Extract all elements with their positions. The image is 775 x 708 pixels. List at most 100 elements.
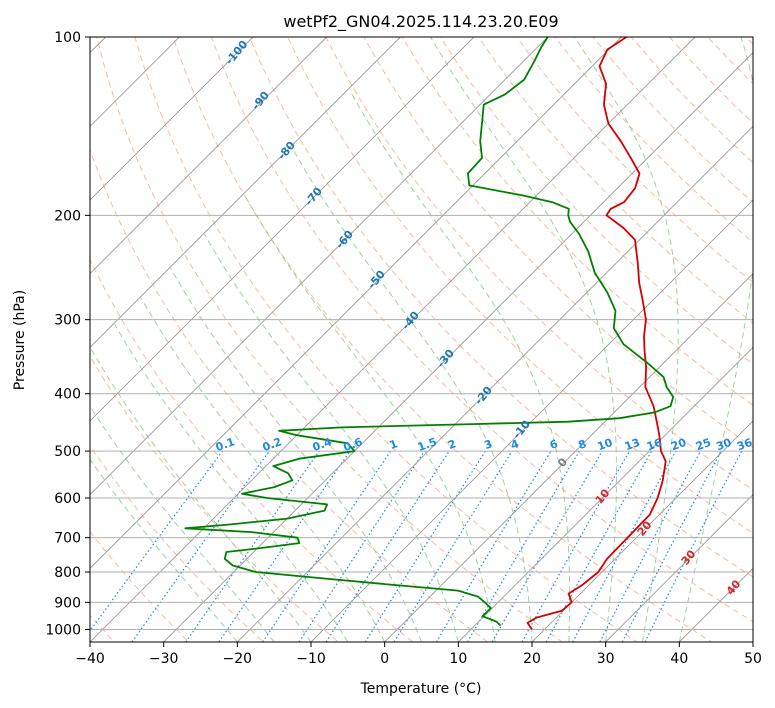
moist-adiabat (678, 37, 753, 642)
dry-adiabat-label: 10 (593, 486, 613, 506)
x-tick-label: −40 (75, 651, 105, 667)
x-axis-label: Temperature (°C) (360, 681, 482, 697)
mixing-ratio-label: 1.5 (416, 435, 439, 454)
moist-adiabat (574, 37, 679, 642)
isotherm (531, 420, 753, 642)
dry-adiabat-label: 30 (679, 547, 699, 567)
mixing-ratio-label: 2 (446, 437, 458, 452)
plot-frame (89, 36, 754, 643)
isotherm (310, 199, 753, 642)
moist-adiabats (90, 37, 753, 642)
mixing-ratio-line (435, 450, 552, 642)
mixing-ratio-line (218, 450, 351, 642)
y-tick-label: 300 (54, 313, 81, 329)
chart-title: wetPf2_GN04.2025.114.23.20.E09 (283, 12, 558, 32)
isotherm (605, 494, 753, 642)
moist-adiabat (90, 347, 312, 642)
isotherm (90, 37, 254, 201)
dry-adiabat (287, 37, 753, 534)
temperature-profile (526, 37, 667, 630)
x-tick-label: 50 (744, 651, 762, 667)
dry-adiabat-label: 0 (555, 455, 570, 469)
dry-adiabat-label: -90 (249, 89, 272, 113)
sounding-profiles (184, 37, 675, 630)
moist-adiabat (430, 37, 617, 642)
dry-adiabat (592, 37, 753, 203)
mixing-ratio-label: 0.1 (214, 435, 237, 454)
y-tick-label: 1000 (45, 622, 81, 638)
dry-adiabat (210, 37, 753, 623)
isotherm (90, 37, 696, 642)
moist-adiabat (244, 195, 496, 642)
dry-adiabat (90, 445, 265, 642)
dry-adiabat (248, 37, 753, 578)
moist-adiabat (90, 405, 275, 642)
mixing-ratio-line (298, 450, 425, 642)
dry-adiabat (96, 37, 564, 642)
x-tick-label: 10 (449, 651, 467, 667)
mixing-ratio-line (325, 450, 450, 642)
dry-adiabats (90, 37, 753, 642)
dewpoint-profile (184, 37, 675, 627)
dry-adiabat (707, 37, 753, 85)
mixing-ratio-label: 1 (388, 437, 400, 452)
dry-adiabat (516, 37, 753, 284)
mixing-ratio-label: 13 (623, 436, 642, 453)
dry-adiabat-label: -100 (223, 38, 251, 68)
dry-adiabat (172, 37, 713, 642)
moist-adiabat (140, 297, 386, 642)
moist-adiabat (203, 233, 459, 642)
mixing-ratio-label: 8 (576, 437, 588, 452)
mixing-ratio-line (644, 450, 743, 642)
moist-adiabat (90, 458, 238, 642)
mixing-ratio-line (572, 450, 677, 642)
isotherm (90, 37, 548, 496)
x-tick-label: 20 (523, 651, 541, 667)
mixing-ratio-line (599, 450, 702, 642)
y-tick-label: 100 (54, 30, 81, 46)
mixing-ratio-line (185, 450, 320, 642)
y-tick-label: 800 (54, 565, 81, 581)
moist-adiabat (169, 267, 422, 642)
moist-adiabat (351, 94, 571, 642)
mixing-ratio-label: 36 (735, 436, 754, 454)
dry-adiabat (439, 37, 753, 365)
isotherm (237, 125, 753, 642)
dry-adiabat (90, 531, 190, 642)
y-tick-label: 600 (54, 491, 81, 507)
mixing-ratio-line (364, 450, 486, 642)
isotherm (458, 346, 753, 642)
mixing-ratio-label: 30 (714, 436, 733, 454)
mixing-ratio-label: 16 (645, 436, 664, 454)
dry-adiabat-label: -50 (365, 268, 388, 292)
x-tick-label: 0 (380, 651, 389, 667)
plot-area: -100-90-80-70-60-50-40-30-20-10010203040… (90, 37, 754, 642)
isobars (90, 37, 753, 630)
mixing-ratio-line (262, 450, 392, 642)
y-tick-label: 500 (54, 444, 81, 460)
mixing-ratio-label: 0.6 (342, 435, 365, 454)
mixing-ratio-label: 3 (482, 437, 494, 452)
mixing-ratio-line (545, 450, 653, 642)
mixing-ratio-line (621, 450, 722, 642)
isotherm (90, 37, 475, 422)
isotherm (752, 641, 753, 642)
dry-adiabat (134, 37, 638, 642)
isotherm (90, 37, 327, 275)
mixing-ratio-line (393, 450, 513, 642)
mixing-ratio-label: 6 (548, 437, 560, 452)
isotherms (90, 37, 753, 642)
dry-adiabat (401, 37, 753, 406)
mixing-ratio-label: 4 (509, 437, 521, 452)
mixing-ratio-label: 20 (669, 436, 688, 454)
x-tick-label: −30 (149, 651, 179, 667)
mixing-ratio-label: 0.2 (261, 435, 284, 454)
dry-adiabat (90, 148, 489, 642)
y-tick-label: 900 (54, 595, 81, 611)
y-tick-label: 200 (54, 208, 81, 224)
isotherm (90, 37, 401, 348)
dry-adiabat-label: -30 (434, 347, 457, 371)
x-tick-label: 40 (670, 651, 688, 667)
mixing-ratio-lines (90, 450, 743, 642)
isotherm (679, 567, 753, 642)
